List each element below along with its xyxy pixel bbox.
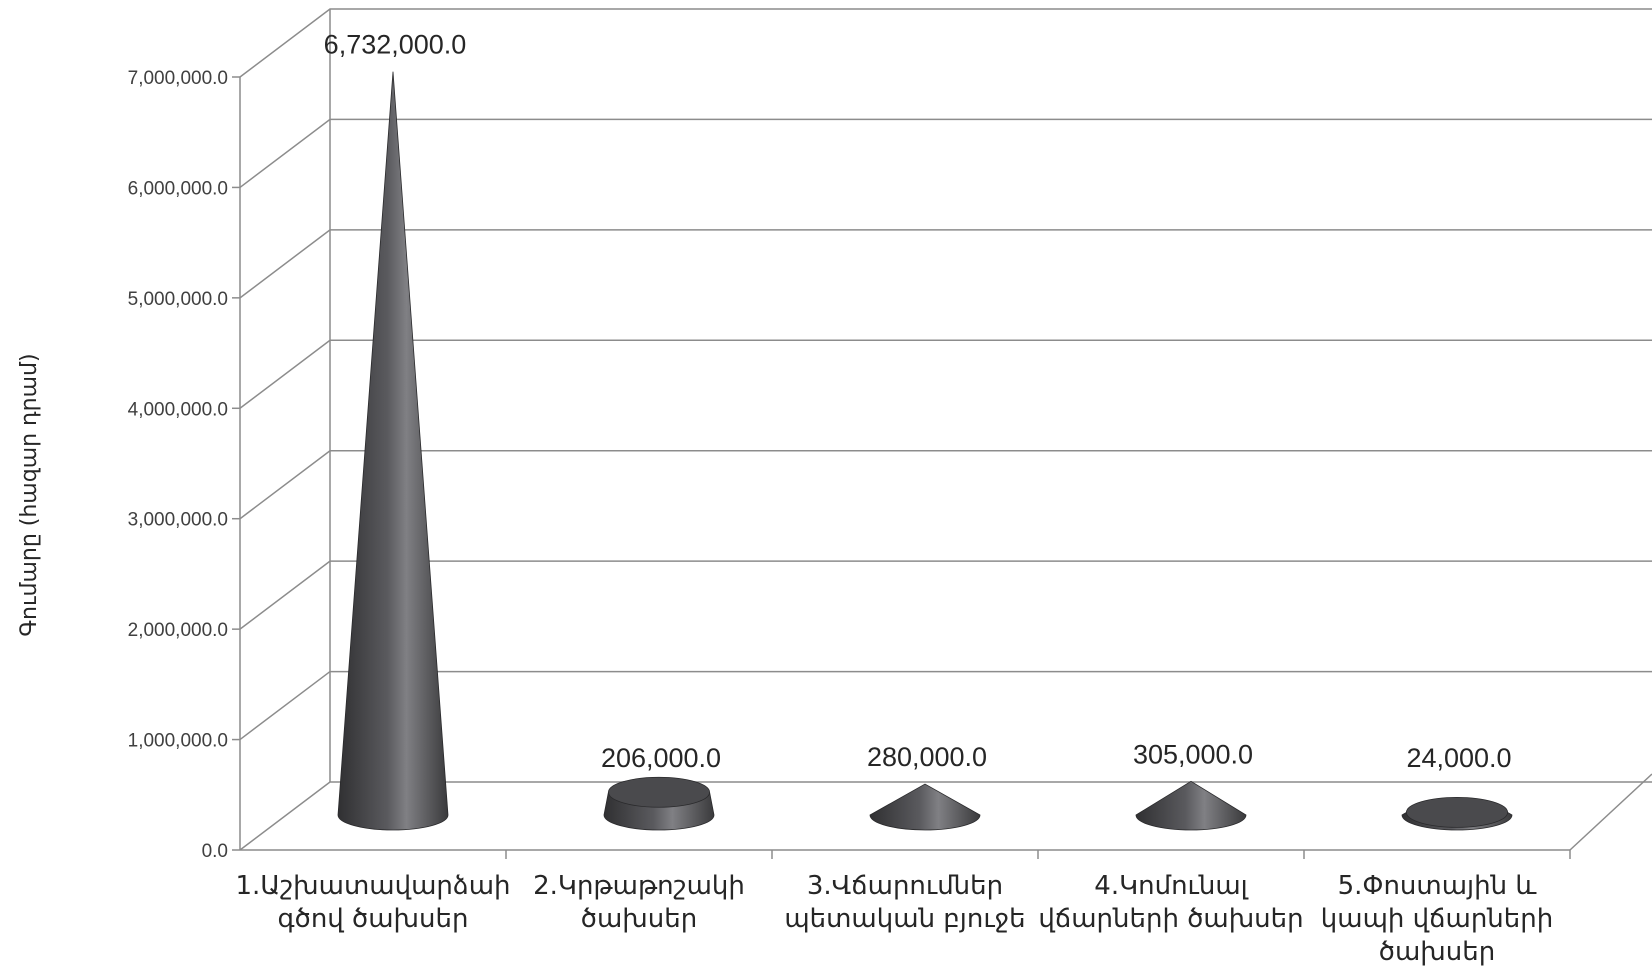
data-label: 305,000.0 — [1133, 739, 1253, 769]
data-label: 6,732,000.0 — [324, 30, 467, 60]
bar — [337, 71, 449, 831]
bar — [1135, 780, 1247, 831]
x-tick-label: 1.Աշխատավարձաի գծով ծախսեր — [235, 871, 510, 934]
labels: 0.0 1,000,000.0 2,000,000.0 3,000,000.0 4,00… — [128, 30, 1554, 967]
bars — [337, 71, 1513, 831]
data-label: 206,000.0 — [601, 743, 721, 773]
bar-top — [608, 776, 711, 808]
y-tick-label: 5,000,000.0 — [128, 289, 228, 310]
gridline — [239, 229, 1652, 299]
gridlines — [239, 8, 1652, 851]
data-label: 24,000.0 — [1406, 743, 1511, 773]
data-label: 280,000.0 — [867, 742, 987, 772]
x-tick-label: 5.Փոստային և կապի վճարների ծախսեր — [1321, 871, 1553, 967]
y-tick-label: 7,000,000.0 — [128, 68, 228, 89]
bar-cone — [869, 783, 981, 831]
y-tick-label: 2,000,000.0 — [128, 620, 228, 641]
bar — [869, 783, 981, 831]
y-tick-label: 4,000,000.0 — [128, 399, 228, 420]
gridline — [239, 670, 1652, 741]
gridline — [239, 118, 1652, 189]
axes — [232, 76, 1652, 859]
bar-cone — [337, 71, 449, 831]
y-tick-label: 1,000,000.0 — [128, 731, 228, 752]
y-tick-label: 0.0 — [202, 841, 228, 862]
floor-right-edge — [1569, 773, 1652, 851]
x-tick-label: 2.Կրթաթոշակի ծախսեր — [533, 871, 745, 934]
bar — [603, 776, 715, 831]
x-tick-label: 3.Վճարումներ պետական բյուջե — [784, 871, 1025, 934]
gridline — [239, 449, 1652, 520]
y-axis-title: Գումարը (հազար դրամ) — [17, 353, 42, 636]
y-tick-label: 6,000,000.0 — [128, 178, 228, 199]
gridline — [239, 560, 1652, 630]
y-tick-label: 3,000,000.0 — [128, 510, 228, 531]
gridline — [239, 8, 1652, 78]
bar — [1401, 796, 1513, 831]
bar-cone — [1135, 780, 1247, 831]
gridline — [239, 339, 1652, 409]
gridline — [239, 781, 1652, 851]
bar-top — [1406, 796, 1509, 828]
x-tick-label: 4.Կոմունալ վճարների ծախսեր — [1038, 871, 1303, 934]
